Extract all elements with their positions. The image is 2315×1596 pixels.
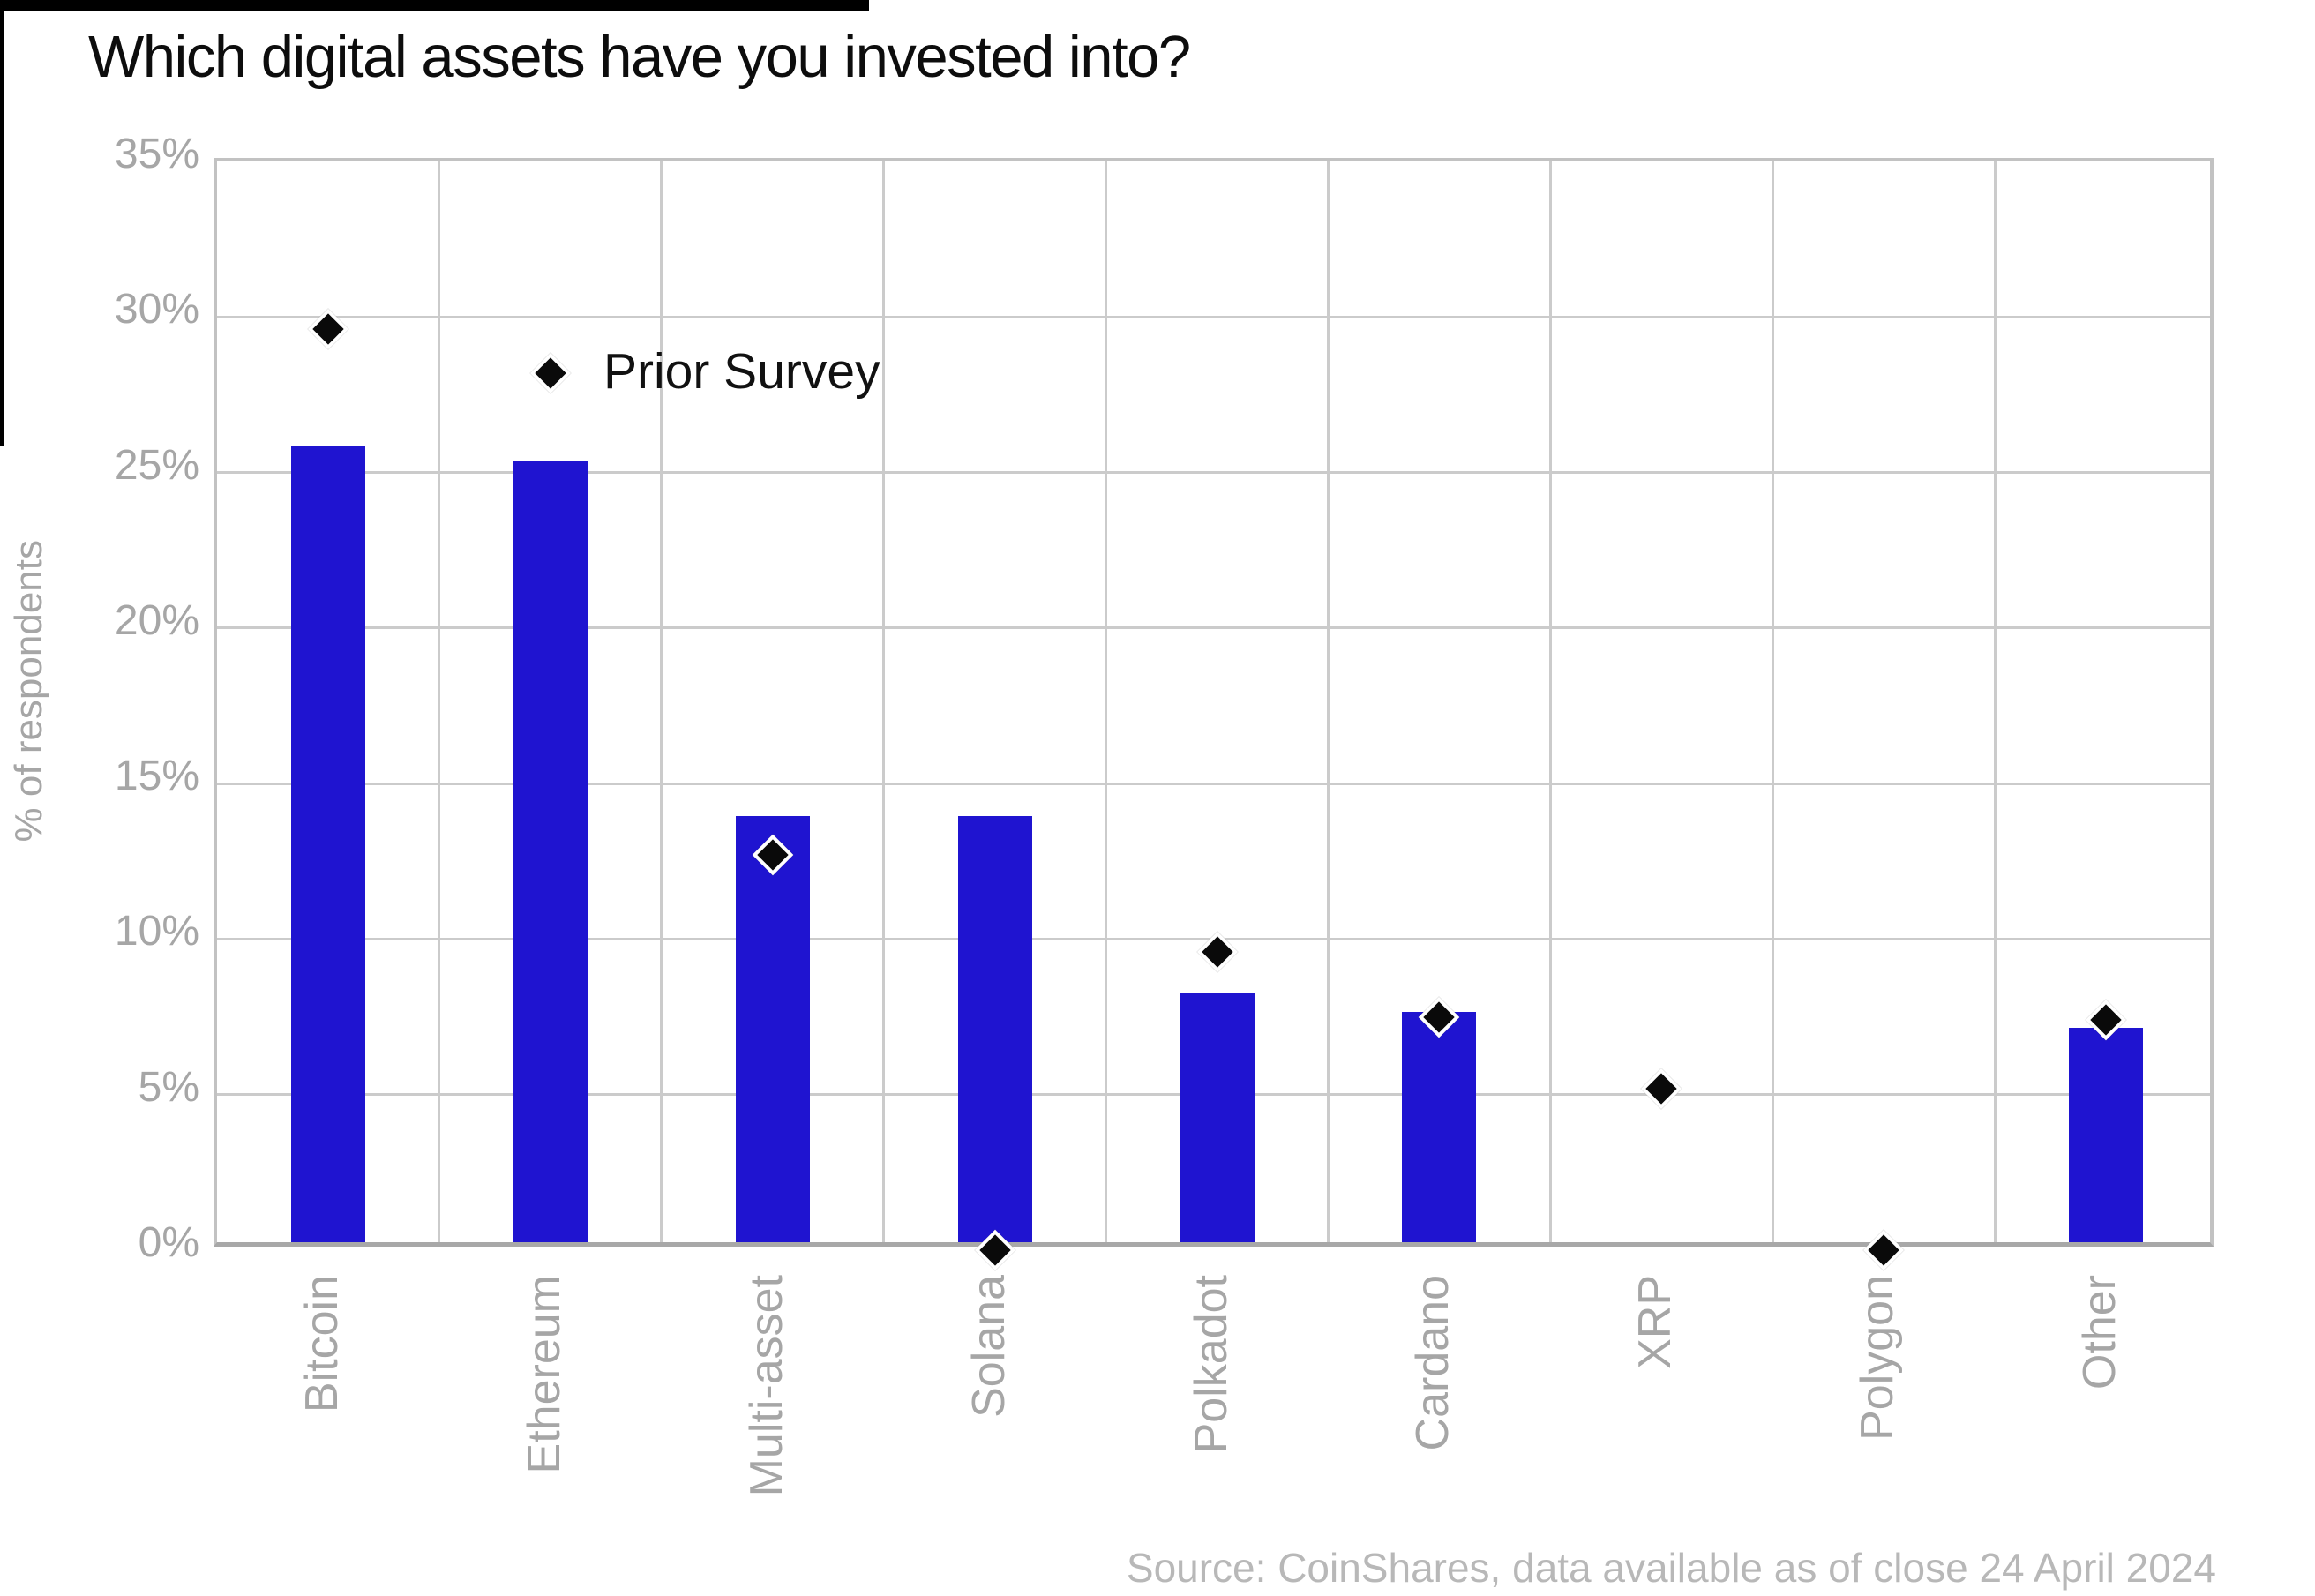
y-tick-label: 0% [138, 1219, 199, 1266]
y-tick-label: 35% [114, 131, 199, 177]
gridline-vertical [1326, 161, 1330, 1242]
x-tick-label-solana: Solana [963, 1275, 1015, 1418]
x-tick-label-xrp: XRP [1629, 1275, 1682, 1369]
gridline-vertical [660, 161, 663, 1242]
gridline-horizontal [217, 315, 2210, 318]
gridline-vertical [1993, 161, 1997, 1242]
prior-survey-diamond-icon-xrp [1640, 1068, 1682, 1109]
x-tick-label-ethereum: Ethereum [518, 1275, 570, 1474]
gridline-vertical [882, 161, 886, 1242]
bar-bitcoin [290, 446, 365, 1242]
bar-ethereum [513, 461, 588, 1242]
x-tick-label-bitcoin: Bitcoin [296, 1275, 348, 1413]
prior-survey-diamond-icon-ethereum [529, 352, 572, 394]
bar-other [2069, 1027, 2144, 1242]
bar-cardano [1402, 1012, 1477, 1242]
y-tick-label: 15% [114, 753, 199, 800]
bar-solana [957, 815, 1032, 1242]
x-tick-label-other: Other [2074, 1275, 2126, 1390]
x-tick-label-multi-asset: Multi-asset [740, 1275, 792, 1497]
bar-polkadot [1180, 993, 1255, 1242]
x-tick-label-cardano: Cardano [1407, 1275, 1459, 1451]
gridline-horizontal [217, 626, 2210, 630]
prior-survey-diamond-icon-polygon [1862, 1229, 1905, 1271]
screenshot-edge-artifact-left [0, 0, 4, 446]
y-tick-label: 5% [138, 1063, 199, 1111]
gridline-vertical [1548, 161, 1552, 1242]
gridline-vertical [1771, 161, 1774, 1242]
gridline-vertical [438, 161, 441, 1242]
gridline-vertical [1105, 161, 1108, 1242]
source-note: Source: CoinShares, data available as of… [1126, 1545, 2216, 1591]
screenshot-edge-artifact-top [0, 0, 869, 11]
x-tick-label-polygon: Polygon [1852, 1275, 1904, 1441]
gridline-horizontal [217, 471, 2210, 475]
gridline-horizontal [217, 782, 2210, 785]
bar-multi-asset [735, 815, 810, 1242]
plot-area [214, 158, 2214, 1271]
chart-title: Which digital assets have you invested i… [88, 24, 1191, 90]
y-tick-label: 10% [114, 908, 199, 955]
y-tick-label: 20% [114, 596, 199, 644]
x-tick-label-polkadot: Polkadot [1185, 1275, 1237, 1454]
y-tick-label: 30% [114, 286, 199, 333]
y-tick-label: 25% [114, 441, 199, 489]
legend-label: Prior Survey [603, 343, 880, 400]
